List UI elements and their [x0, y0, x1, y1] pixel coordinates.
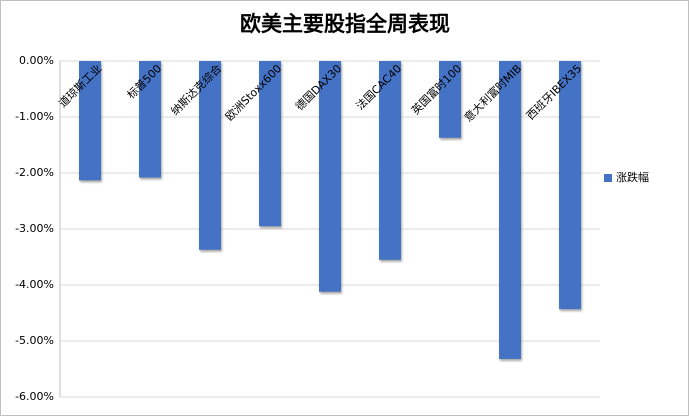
- bar: [439, 61, 461, 138]
- y-tick-label: -4.00%: [15, 278, 54, 291]
- y-tick-label: -6.00%: [15, 390, 54, 403]
- y-tick-label: -2.00%: [15, 166, 54, 179]
- y-tick-label: 0.00%: [19, 54, 54, 67]
- y-tick-label: -3.00%: [15, 222, 54, 235]
- legend-swatch: [604, 174, 612, 182]
- bar: [139, 61, 161, 178]
- bar: [499, 61, 521, 359]
- bar: [559, 61, 581, 310]
- y-tick-label: -1.00%: [15, 110, 54, 123]
- bar: [259, 61, 281, 227]
- bar: [199, 61, 221, 250]
- bar: [319, 61, 341, 292]
- y-tick-label: -5.00%: [15, 334, 54, 347]
- chart-title: 欧美主要股指全周表现: [240, 12, 450, 36]
- bar: [79, 61, 101, 181]
- bar: [379, 61, 401, 260]
- legend-label: 涨跌幅: [616, 170, 649, 184]
